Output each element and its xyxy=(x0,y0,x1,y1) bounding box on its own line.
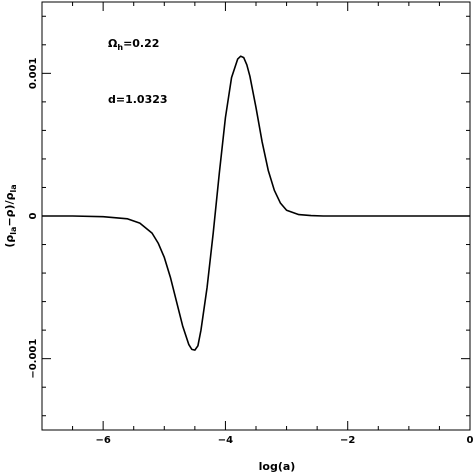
annotation-omega: Ωh=0.22 xyxy=(108,37,159,52)
x-tick-label-1: −4 xyxy=(218,435,233,446)
x-tick-label-3: 0 xyxy=(467,435,474,446)
y-tick-label-2: 0.001 xyxy=(28,57,39,89)
annotation-d: d=1.0323 xyxy=(108,93,168,106)
y-tick-label-1: 0 xyxy=(28,212,39,219)
x-tick-label-2: −2 xyxy=(340,435,355,446)
y-tick-label-0: −0.001 xyxy=(28,339,39,379)
tick-labels: −6 −4 −2 0 −0.001 0 0.001 xyxy=(28,57,474,446)
y-axis-label: (ρla−ρ)/ρla xyxy=(3,184,18,247)
x-axis-label: log(a) xyxy=(259,460,296,473)
x-tick-label-0: −6 xyxy=(95,435,110,446)
series-line xyxy=(42,55,470,351)
